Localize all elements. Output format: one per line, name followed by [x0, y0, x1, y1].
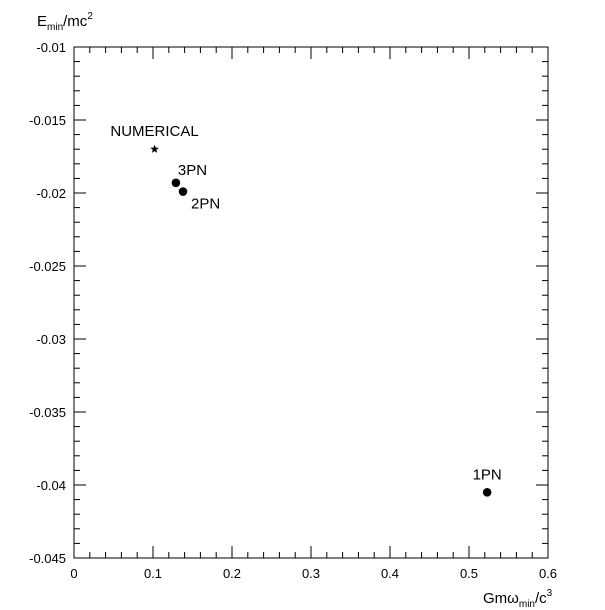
- y-tick-label: -0.03: [36, 332, 66, 347]
- y-tick-label: -0.04: [36, 478, 66, 493]
- y-tick-label: -0.045: [29, 551, 66, 566]
- point-3pn: [171, 178, 181, 188]
- point-label-1pn: 1PN: [473, 466, 502, 483]
- x-tick-label: 0: [70, 566, 77, 581]
- x-axis: 0 0.1 0.2 0.3 0.4 0.5 0.6: [70, 47, 557, 581]
- x-tick-label: 0.6: [539, 566, 557, 581]
- y-tick-label: -0.035: [29, 405, 66, 420]
- x-axis-title: Gmωmin/c3: [483, 588, 553, 610]
- x-tick-label: 0.3: [302, 566, 320, 581]
- point-2pn: [178, 187, 188, 196]
- y-tick-label: -0.015: [29, 113, 66, 128]
- point-label-3pn: 3PN: [178, 162, 207, 179]
- x-tick-label: 0.5: [460, 566, 478, 581]
- y-tick-label: -0.025: [29, 259, 66, 274]
- y-axis-title: Emin/mc2: [37, 11, 93, 33]
- point-label-numerical: NUMERICAL: [110, 123, 198, 140]
- y-axis: -0.01 -0.015 -0.02 -0.025 -0.03 -0.035 -0.04 -0…: [29, 40, 548, 566]
- point-1pn: [482, 488, 492, 497]
- point-numerical-star: [150, 144, 159, 153]
- y-tick-label: -0.01: [36, 40, 66, 55]
- x-tick-label: 0.1: [144, 566, 162, 581]
- x-tick-label: 0.2: [223, 566, 241, 581]
- data-points: NUMERICAL 3PN 2PN 1PN: [110, 123, 502, 497]
- y-tick-label: -0.02: [36, 186, 66, 201]
- x-tick-label: 0.4: [381, 566, 399, 581]
- point-label-2pn: 2PN: [191, 196, 220, 213]
